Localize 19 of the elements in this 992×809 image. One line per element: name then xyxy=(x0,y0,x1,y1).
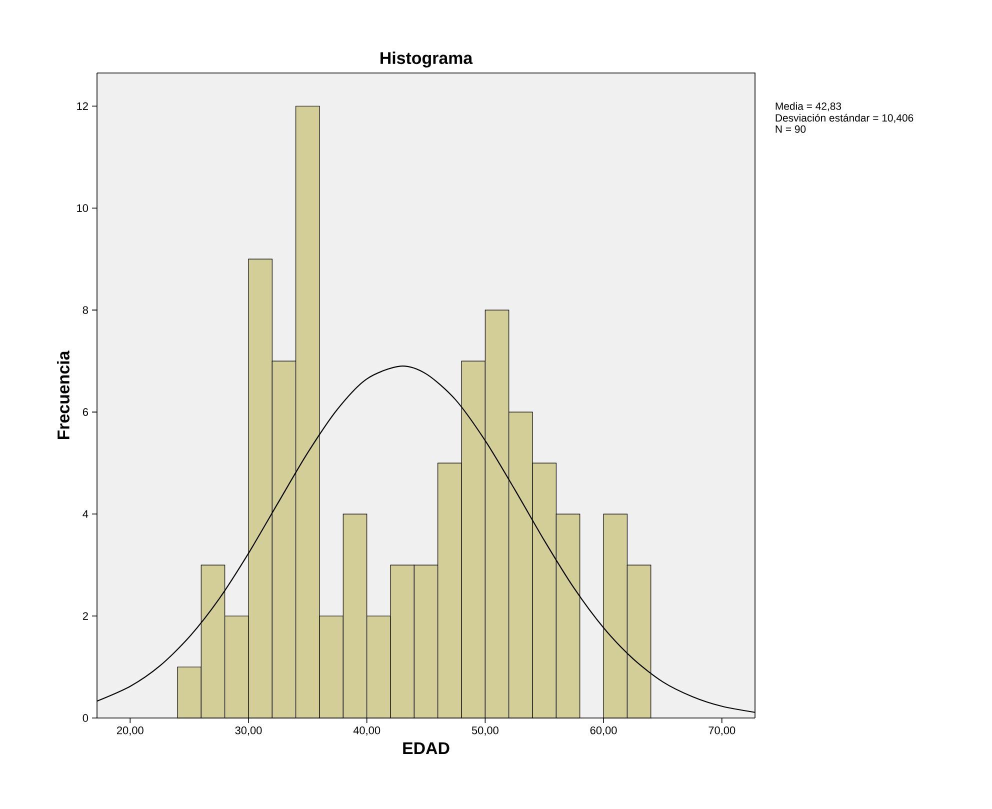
text: N = 90 xyxy=(776,125,806,133)
x-tick-label: 40,00 xyxy=(353,726,380,736)
x-tick-label: 70,00 xyxy=(708,726,736,736)
y-axis-title: Frecuencia xyxy=(57,350,70,440)
y-tick-label: 2 xyxy=(82,612,88,620)
text: Media = 42,83 xyxy=(776,102,842,112)
y-tick-label: 10 xyxy=(77,204,88,212)
y-tick-label: 0 xyxy=(82,714,88,722)
x-axis-title: EDAD xyxy=(403,742,450,754)
y-tick-label: 8 xyxy=(82,306,88,314)
x-tick-label: 30,00 xyxy=(235,726,262,736)
y-tick-label: 6 xyxy=(82,408,88,416)
x-tick-label: 60,00 xyxy=(590,726,617,736)
chart-title: Histograma xyxy=(380,52,473,68)
text: Desviación estándar = 10,406 xyxy=(776,114,914,123)
y-tick-label: 4 xyxy=(82,510,88,518)
x-tick-label: 50,00 xyxy=(472,726,498,736)
y-tick-label: 12 xyxy=(77,102,88,110)
x-tick-label: 20,00 xyxy=(116,726,144,736)
